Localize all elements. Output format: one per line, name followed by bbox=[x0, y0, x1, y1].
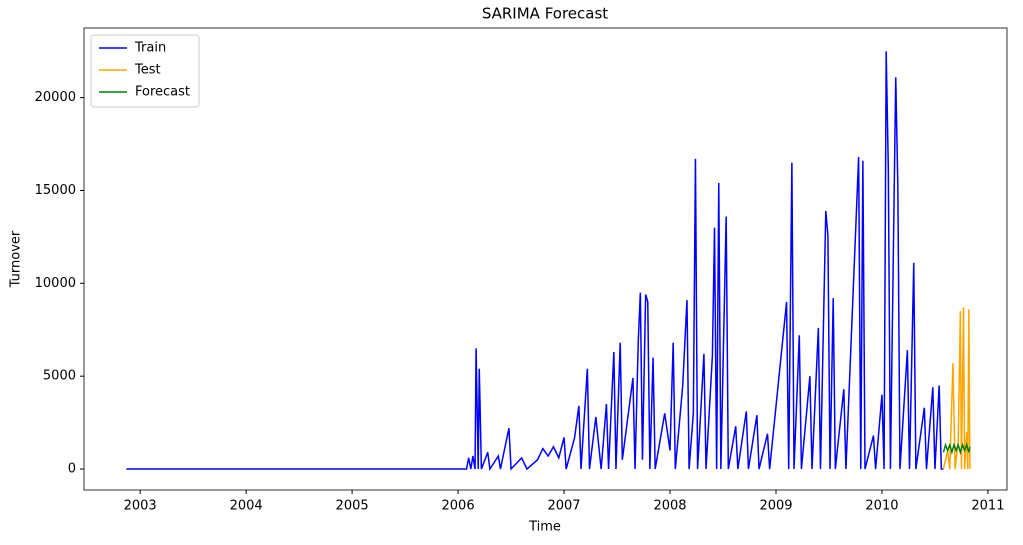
legend-label: Train bbox=[134, 41, 166, 56]
x-tick-label: 2010 bbox=[865, 499, 898, 514]
series-line bbox=[942, 442, 971, 456]
x-tick-label: 2011 bbox=[971, 499, 1004, 514]
x-tick-label: 2005 bbox=[336, 499, 369, 514]
x-tick-label: 2006 bbox=[442, 499, 475, 514]
x-axis-label: Time bbox=[528, 520, 561, 535]
y-tick-label: 5000 bbox=[43, 369, 76, 384]
y-tick-label: 0 bbox=[68, 462, 76, 477]
x-tick-label: 2008 bbox=[653, 499, 686, 514]
series-line bbox=[942, 307, 971, 470]
legend-label: Test bbox=[134, 63, 161, 78]
chart-title: SARIMA Forecast bbox=[482, 5, 608, 23]
y-tick-label: 10000 bbox=[35, 276, 76, 291]
y-tick-label: 15000 bbox=[35, 183, 76, 198]
legend-label: Forecast bbox=[135, 85, 190, 100]
x-tick-label: 2007 bbox=[547, 499, 580, 514]
x-tick-label: 2004 bbox=[230, 499, 263, 514]
legend-box bbox=[90, 34, 200, 108]
y-tick-label: 20000 bbox=[35, 90, 76, 105]
x-tick-label: 2003 bbox=[124, 499, 157, 514]
plot-frame bbox=[83, 27, 1008, 491]
x-tick-label: 2009 bbox=[759, 499, 792, 514]
series-line bbox=[126, 51, 944, 472]
y-axis-label: Turnover bbox=[9, 230, 24, 288]
